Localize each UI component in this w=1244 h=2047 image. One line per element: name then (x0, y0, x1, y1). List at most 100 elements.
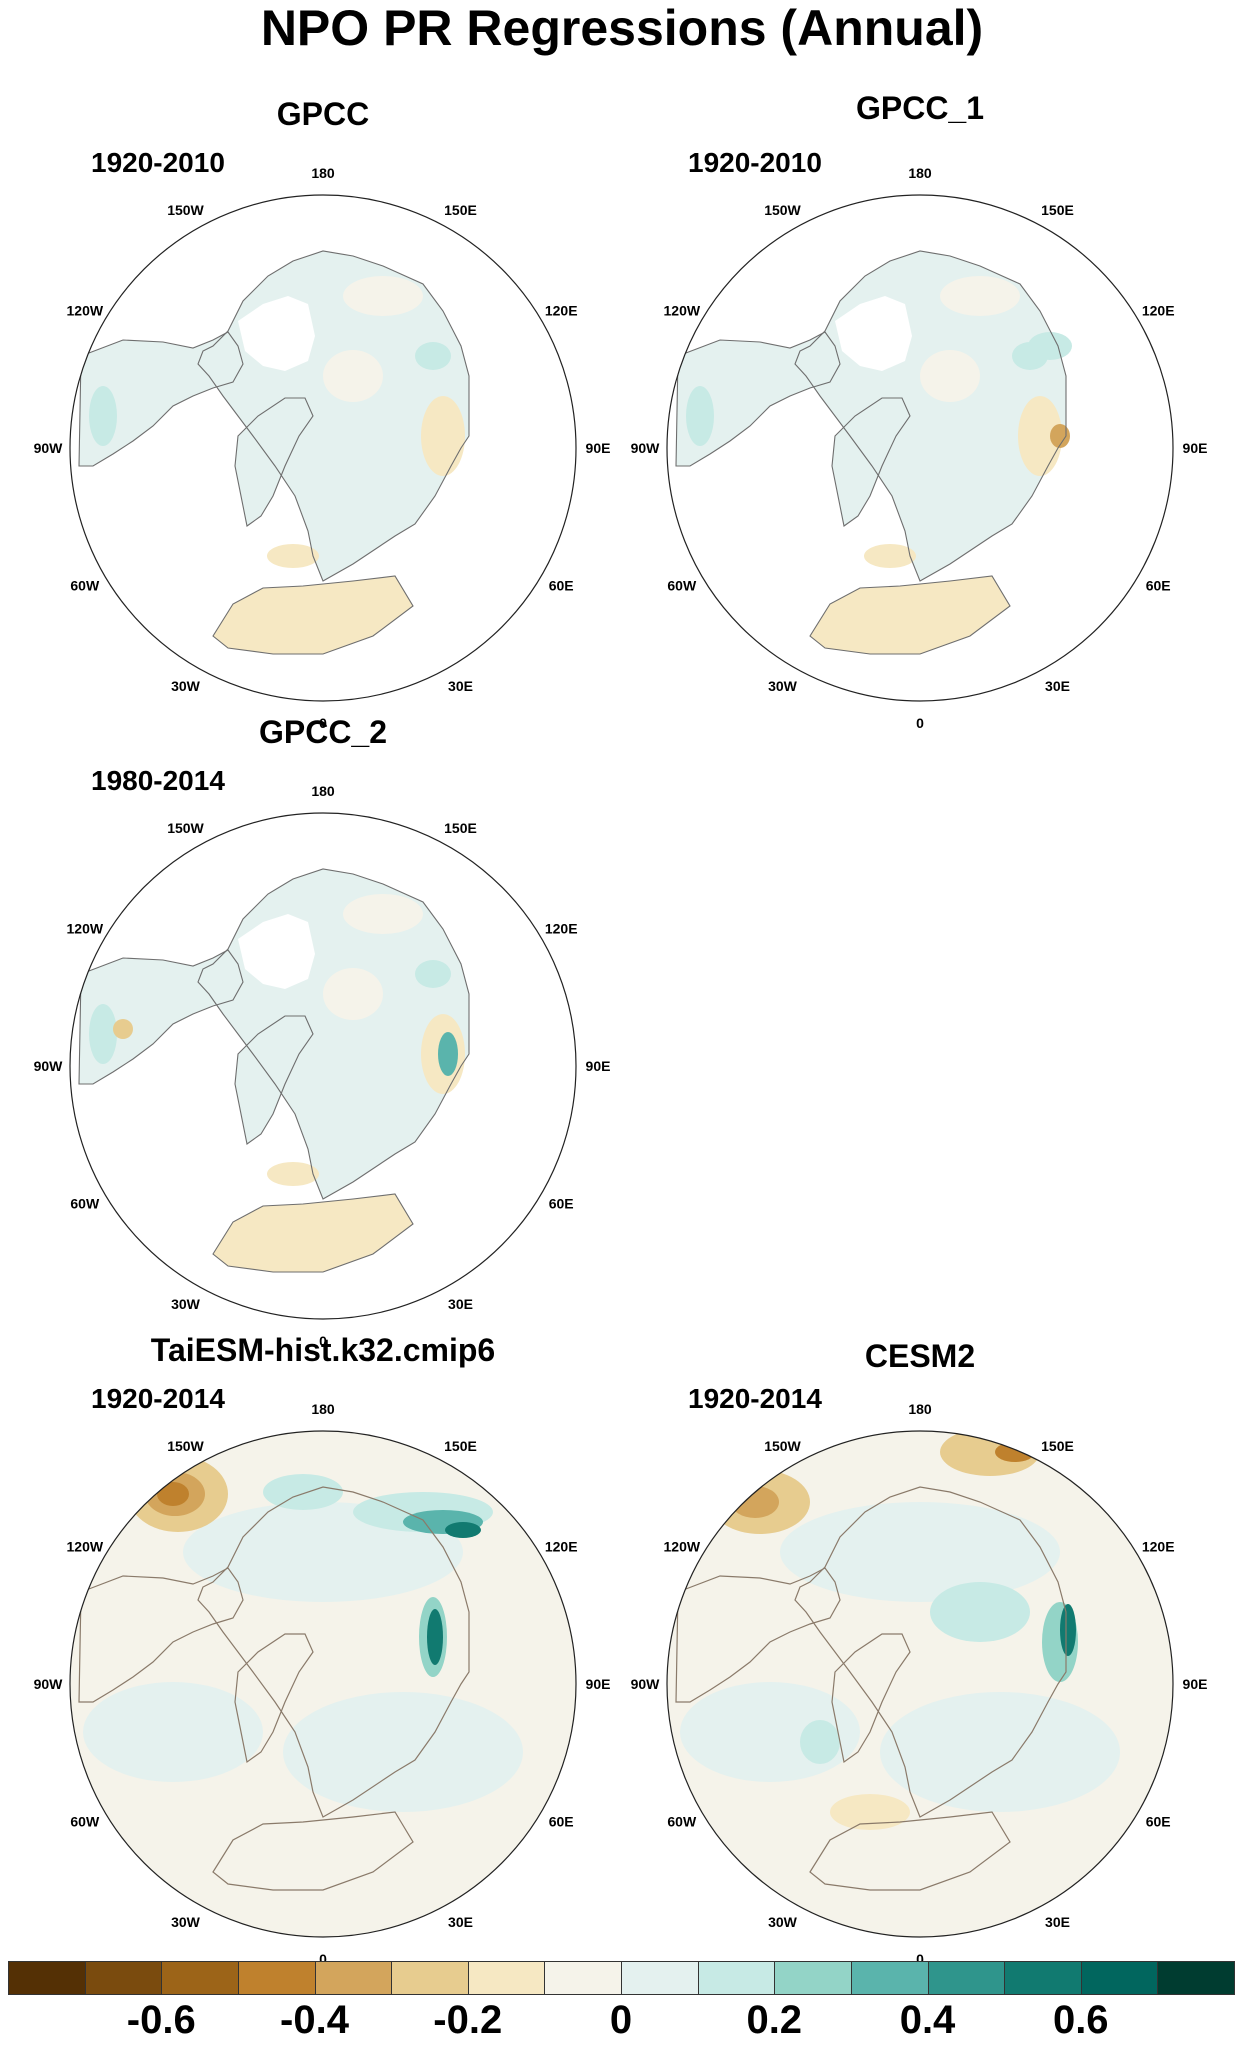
longitude-label: 90E (1183, 440, 1208, 456)
anomaly-region (323, 968, 383, 1020)
longitude-label: 150W (167, 202, 204, 218)
anomaly-region (731, 1486, 779, 1518)
panel-years: 1920-2014 (91, 1383, 225, 1414)
longitude-label: 30E (448, 1914, 473, 1930)
panel-title: GPCC_1 (855, 90, 985, 126)
longitude-label: 0 (916, 715, 924, 731)
longitude-label: 30W (768, 1914, 798, 1930)
anomaly-region (343, 894, 423, 934)
longitude-label: 180 (908, 165, 932, 181)
colorbar-swatch (774, 1961, 852, 1995)
longitude-label: 90W (34, 1058, 64, 1074)
longitude-label: 60E (549, 1814, 574, 1830)
colorbar-swatch (544, 1961, 622, 1995)
longitude-label: 30E (1045, 1914, 1070, 1930)
panel-title: TaiESM-hist.k32.cmip6 (150, 1332, 496, 1368)
anomaly-region (445, 1522, 481, 1538)
anomaly-region (995, 1442, 1035, 1462)
longitude-label: 90E (586, 440, 611, 456)
coastline (234, 1015, 314, 1145)
anomaly-region (438, 1032, 458, 1076)
anomaly-region (864, 544, 916, 568)
anomaly-region (427, 1609, 443, 1665)
colorbar-tick: 0.2 (746, 1998, 803, 2042)
longitude-label: 150E (1041, 202, 1074, 218)
anomaly-region (920, 350, 980, 402)
coastline (212, 575, 414, 655)
coastline (234, 397, 314, 527)
panel-years: 1920-2010 (688, 147, 822, 178)
map-panel-gpcc: GPCC 1920-2010 180 150E 120E 90E 60E 30E 0 30W 6… (23, 96, 623, 736)
longitude-label: 0 (916, 1951, 924, 1967)
north-america-land (79, 332, 243, 466)
arctic-no-data (835, 296, 912, 371)
longitude-label: 90E (586, 1058, 611, 1074)
polar-map: 180 150E 120E 90E 60E 30E 0 30W 60W 90W 120W 150W (631, 1401, 1208, 1967)
polar-map: 180 150E 120E 90E 60E 30E 0 30W 60W 90W 120W 150W (34, 1401, 611, 1967)
coastline (794, 250, 1067, 582)
africa-land (213, 1194, 413, 1272)
longitude-label: 0 (319, 1951, 327, 1967)
colorbar-swatch (1004, 1961, 1082, 1995)
colorbar-tick: -0.4 (280, 1998, 349, 2042)
colorbar (8, 1961, 1235, 1995)
anomaly-region (113, 1019, 133, 1039)
arctic-no-data (238, 914, 315, 989)
panel-years: 1920-2010 (91, 147, 225, 178)
longitude-label: 30W (768, 678, 798, 694)
longitude-label: 150E (1041, 1438, 1074, 1454)
longitude-label: 150E (444, 202, 477, 218)
longitude-label: 60W (667, 1814, 697, 1830)
anomaly-region (415, 342, 451, 370)
map-panel-gpcc-2: GPCC_2 1980-2014 180 150E 120E 90E 60E 30E 0 30… (23, 714, 623, 1354)
map-panel-taiesm: TaiESM-hist.k32.cmip6 1920-2014 180 150E 1… (23, 1332, 623, 1972)
coastline (212, 1193, 414, 1273)
longitude-label: 90E (586, 1676, 611, 1692)
colorbar-swatch (621, 1961, 699, 1995)
colorbar-swatch (467, 1961, 546, 1995)
colorbar-swatch (697, 1961, 776, 1995)
coastline (809, 575, 1011, 655)
longitude-label: 180 (311, 783, 335, 799)
longitude-label: 150E (444, 820, 477, 836)
eurasia-coastline (794, 1486, 1067, 1818)
panel-title: GPCC (276, 96, 370, 132)
longitude-label: 150E (444, 1438, 477, 1454)
figure-title: NPO PR Regressions (Annual) (260, 0, 984, 56)
longitude-label: 60W (70, 1196, 100, 1212)
map-boundary (69, 194, 577, 702)
longitude-label: 150W (167, 1438, 204, 1454)
longitude-label: 120E (545, 1539, 578, 1555)
anomaly-region (940, 1431, 1040, 1476)
colorbar-tick: 0.6 (1052, 1998, 1109, 2042)
longitude-label: 120E (1142, 1539, 1175, 1555)
longitude-label: 90E (1183, 1676, 1208, 1692)
map-boundary (666, 194, 1174, 702)
longitude-label: 180 (908, 1401, 932, 1417)
colorbar-swatch (314, 1961, 393, 1995)
anomaly-region (89, 1004, 117, 1064)
longitude-label: 90W (631, 440, 661, 456)
colorbar-swatch (1157, 1961, 1235, 1995)
panel-title: CESM2 (864, 1338, 976, 1374)
greenland-coastline (234, 1633, 314, 1764)
coastline (831, 397, 911, 527)
greenland-land (235, 398, 313, 526)
africa-coastline (809, 1811, 1011, 1891)
anomaly-region (421, 396, 465, 476)
longitude-label: 0 (319, 1333, 327, 1349)
longitude-label: 90W (34, 440, 64, 456)
longitude-label: 60E (549, 1196, 574, 1212)
longitude-label: 30W (171, 678, 201, 694)
north-america-land (79, 950, 243, 1084)
polar-map: 180 150E 120E 90E 60E 30E 0 30W 60W 90W 120W 150W (631, 165, 1208, 731)
anomaly-region (686, 386, 714, 446)
anomaly-region (89, 386, 117, 446)
africa-land (213, 576, 413, 654)
anomaly-region (940, 276, 1020, 316)
longitude-label: 90W (34, 1676, 64, 1692)
longitude-label: 120W (67, 921, 104, 937)
anomaly-region (800, 1720, 840, 1764)
anomaly-region (880, 1692, 1120, 1812)
colorbar-tick: 0 (609, 1998, 633, 2042)
